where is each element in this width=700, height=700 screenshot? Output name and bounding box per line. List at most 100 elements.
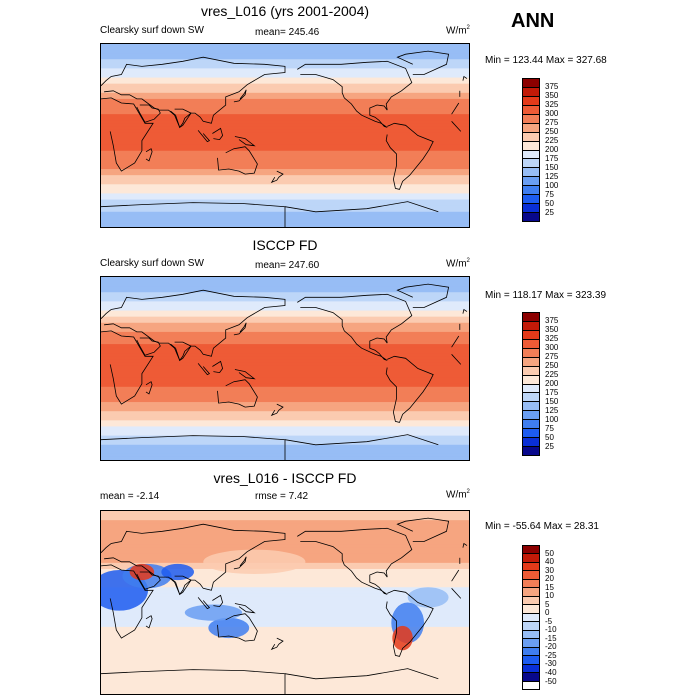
map-latitude-band [101,92,469,97]
coastline [270,637,284,651]
colorbar-swatch [523,639,539,648]
map-latitude-band [101,178,469,182]
panel3-units: W/m2 [446,489,470,501]
difference-anomaly [203,549,306,575]
map-latitude-band [101,429,469,434]
colorbar-tick-label: 300 [545,109,559,118]
coastline [284,668,439,680]
colorbar-tick-label: -50 [545,676,557,686]
map-latitude-band [101,538,469,543]
coastline [217,613,258,642]
colorbar-tick-label: 0 [545,608,550,618]
map-latitude-band [101,162,469,167]
map-latitude-band [101,120,469,124]
map-latitude-band [101,347,469,351]
map-latitude-band [101,313,469,318]
colorbar-swatch [523,571,539,580]
colorbar-swatch [523,384,539,394]
colorbar-tick-label: 200 [545,379,559,388]
map-latitude-band [101,432,469,437]
map-latitude-band [101,307,469,312]
coastline [101,523,286,596]
coastline [396,50,450,75]
colorbar-swatch [523,348,539,358]
colorbar-swatch [523,596,539,606]
coastline [385,589,434,657]
colorbar-swatch [523,213,539,221]
map-latitude-band [101,193,469,198]
map-latitude-band [101,117,469,121]
coastline [385,355,434,423]
map-latitude-band [101,184,469,188]
coastline [234,603,256,614]
map-latitude-band [101,511,469,515]
map-latitude-band [101,417,469,421]
colorbar-swatch [523,313,539,322]
colorbar-swatch [523,673,539,682]
colorbar-swatch [523,186,539,196]
colorbar-tick-label: 375 [545,316,559,325]
map-latitude-band [101,344,469,348]
map-latitude-band [101,319,469,324]
colorbar-swatch [523,141,539,151]
map-latitude-band [101,654,469,658]
map-latitude-band [101,283,469,287]
map-latitude-band [101,420,469,424]
map-latitude-band [101,608,469,613]
coastline [233,89,247,103]
coastline [234,136,256,147]
map-latitude-band [101,359,469,363]
coastline [284,201,439,213]
panel1-map [100,43,470,228]
coastline [451,588,462,599]
map-latitude-band [101,169,469,173]
map-latitude-band [101,575,469,579]
colorbar-tick-label: 20 [545,574,554,584]
panel3-colorbar-ticks: 50 40 30 20 15 10 5 0 -5 -10 -15 -20 -25 -30 -40 -50 [545,545,585,690]
map-latitude-band [101,405,469,409]
map-latitude-band [101,517,469,521]
map-latitude-band [101,295,469,299]
map-latitude-band [101,392,469,397]
map-latitude-band [101,190,469,195]
colorbar-swatch [523,79,539,88]
colorbar-tick-label: 175 [545,388,559,397]
coastline [217,379,258,408]
colorbar-tick-label: 375 [545,82,559,91]
map-latitude-band [101,331,469,336]
map-latitude-band [101,520,469,524]
coastline [396,283,450,308]
colorbar-swatch [523,438,539,448]
map-latitude-band [101,547,469,552]
colorbar-swatch [523,159,539,169]
coastline [451,121,462,132]
map-latitude-band [101,71,469,76]
map-latitude-band [101,56,469,60]
map-latitude-band [101,639,469,643]
colorbar-swatch [523,366,539,376]
map-latitude-band [101,132,469,137]
map-latitude-band [101,399,469,403]
map-latitude-band [101,529,469,533]
coastline [101,289,286,362]
map-latitude-band [101,642,469,646]
colorbar-tick-label: 75 [545,190,554,199]
colorbar-swatch [523,402,539,412]
coastline [233,556,247,570]
panel1-colorbar [522,78,540,222]
map-latitude-band [101,590,469,594]
map-latitude-band [101,289,469,293]
coastline [451,335,460,348]
colorbar-tick-label: 300 [545,343,559,352]
map-latitude-band [101,105,469,109]
map-latitude-band [101,523,469,527]
colorbar-tick-label: 350 [545,325,559,334]
map-latitude-band [101,617,469,622]
map-latitude-band [101,572,469,576]
map-latitude-band [101,408,469,412]
coastline [170,108,192,129]
colorbar-swatch [523,647,539,657]
colorbar-tick-label: 325 [545,334,559,343]
colorbar-tick-label: 275 [545,352,559,361]
colorbar-tick-label: 25 [545,442,554,451]
